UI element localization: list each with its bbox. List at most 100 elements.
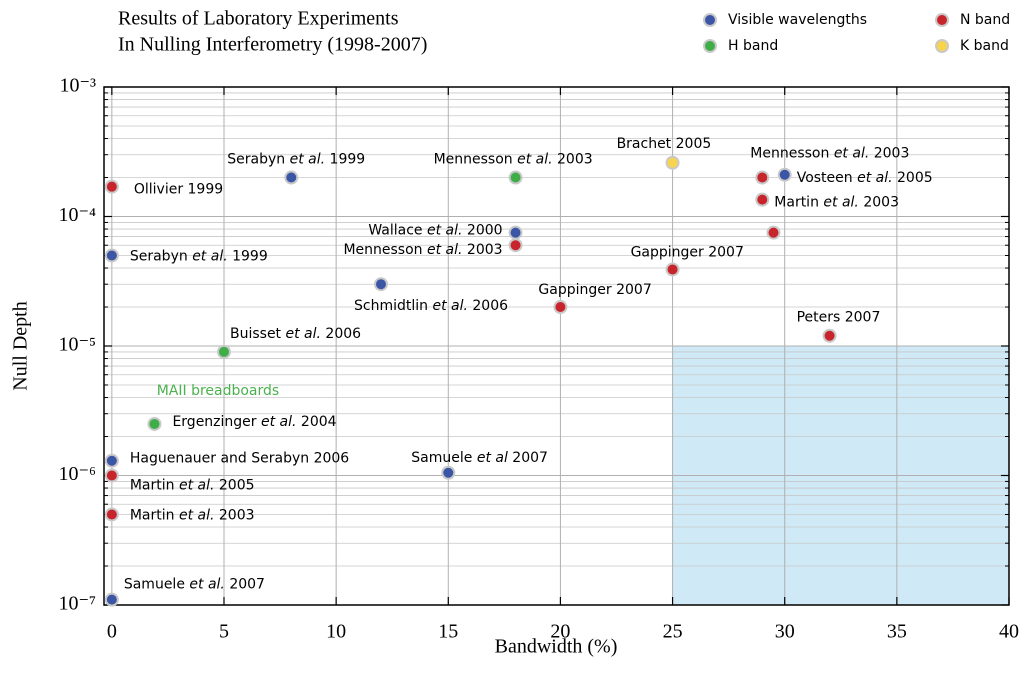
x-tick-label: 40	[999, 621, 1019, 643]
data-point	[665, 155, 680, 170]
label-part: Samuele	[124, 577, 190, 593]
label-part: Vosteen	[797, 170, 857, 186]
point-label: Schmidtlin et al. 2006	[354, 298, 508, 314]
legend-marker	[935, 39, 949, 53]
label-part: et al.	[427, 242, 462, 258]
y-tick-label: 10⁻⁷	[58, 593, 96, 615]
legend-label: H band	[728, 38, 778, 54]
label-part: et al.	[857, 170, 892, 186]
point-label: Peters 2007	[797, 310, 881, 326]
chart-title: Results of Laboratory Experiments	[118, 8, 399, 30]
point-label: Mennesson et al. 2003	[434, 152, 593, 168]
point-label: Vosteen et al. 2005	[797, 170, 933, 186]
label-part: Mennesson	[343, 242, 427, 258]
data-point	[104, 592, 119, 607]
data-point	[508, 170, 523, 185]
label-part: 2003	[553, 152, 593, 168]
label-part: Buisset	[230, 326, 286, 342]
data-point	[508, 225, 523, 240]
label-part: Mennesson	[434, 152, 518, 168]
label-part: 1999	[228, 248, 268, 264]
label-part: Samuele	[411, 450, 477, 466]
label-part: et al.	[189, 577, 224, 593]
y-tick-label: 10⁻³	[59, 75, 96, 97]
point-label: Martin et al. 2003	[774, 195, 899, 211]
label-part: 2003	[869, 146, 909, 162]
label-part: 2003	[214, 507, 254, 523]
point-label: Gappinger 2007	[538, 282, 651, 298]
legend-marker	[935, 13, 949, 27]
label-part: et al.	[834, 146, 869, 162]
label-part: 2000	[462, 223, 502, 239]
label-part: Wallace	[368, 223, 427, 239]
data-point	[553, 300, 568, 315]
data-point	[822, 328, 837, 343]
label-part: 2003	[462, 242, 502, 258]
data-point	[766, 225, 781, 240]
point-label: Mennesson et al. 2003	[750, 146, 909, 162]
x-tick-label: 30	[775, 621, 795, 643]
annotation: MAII breadboards	[157, 383, 280, 399]
data-point	[216, 344, 231, 359]
label-part: et al.	[823, 195, 858, 211]
data-point	[373, 277, 388, 292]
label-part: Haguenauer and Serabyn 2006	[130, 451, 349, 467]
label-part: Mennesson	[750, 146, 834, 162]
y-tick-label: 10⁻⁴	[58, 204, 96, 226]
point-label: Haguenauer and Serabyn 2006	[130, 451, 349, 467]
label-part: et al.	[290, 152, 325, 168]
point-label: Gappinger 2007	[631, 244, 744, 260]
label-part: Ollivier 1999	[134, 182, 223, 198]
label-part: 2006	[468, 298, 508, 314]
point-label: Ollivier 1999	[134, 182, 223, 198]
label-part: Ergenzinger	[172, 414, 261, 430]
point-label: Samuele et al. 2007	[124, 577, 265, 593]
point-label: Wallace et al. 2000	[368, 223, 502, 239]
legend-label: K band	[960, 38, 1009, 54]
legend-label: N band	[960, 12, 1010, 28]
point-label: Serabyn et al. 1999	[130, 248, 268, 264]
label-part: Gappinger 2007	[631, 244, 744, 260]
data-point	[284, 170, 299, 185]
label-part: et al.	[192, 248, 227, 264]
data-point	[755, 170, 770, 185]
y-tick-label: 10⁻⁵	[58, 334, 96, 356]
point-label: Brachet 2005	[617, 136, 712, 152]
data-point	[441, 465, 456, 480]
label-part: Gappinger 2007	[538, 282, 651, 298]
label-part: 1999	[325, 152, 365, 168]
label-part: 2003	[859, 195, 899, 211]
point-label: Martin et al. 2005	[130, 478, 255, 494]
label-part: Serabyn	[227, 152, 289, 168]
data-point	[755, 192, 770, 207]
point-label: Buisset et al. 2006	[230, 326, 361, 342]
label-part: et al.	[261, 414, 296, 430]
data-point	[104, 507, 119, 522]
data-point	[147, 416, 162, 431]
label-part: 2004	[296, 414, 336, 430]
x-tick-label: 15	[438, 621, 458, 643]
label-part: Martin	[130, 478, 179, 494]
x-tick-label: 20	[550, 621, 570, 643]
point-label: Serabyn et al. 1999	[227, 152, 365, 168]
data-point	[104, 453, 119, 468]
label-part: 2007	[508, 450, 548, 466]
data-point	[104, 179, 119, 194]
point-label: Samuele et al 2007	[411, 450, 548, 466]
legend-label: Visible wavelengths	[728, 12, 867, 28]
label-part: 2007	[225, 577, 265, 593]
label-part: Martin	[130, 507, 179, 523]
x-tick-label: 0	[107, 621, 117, 643]
label-part: Serabyn	[130, 248, 192, 264]
x-tick-label: 5	[219, 621, 229, 643]
label-part: et al	[477, 450, 508, 466]
x-tick-label: 35	[887, 621, 907, 643]
label-part: 2006	[321, 326, 361, 342]
label-part: et al.	[427, 223, 462, 239]
label-part: 2005	[214, 478, 254, 494]
data-point	[665, 262, 680, 277]
x-tick-label: 25	[663, 621, 683, 643]
point-label: Mennesson et al. 2003	[343, 242, 502, 258]
label-part: et al.	[179, 507, 214, 523]
